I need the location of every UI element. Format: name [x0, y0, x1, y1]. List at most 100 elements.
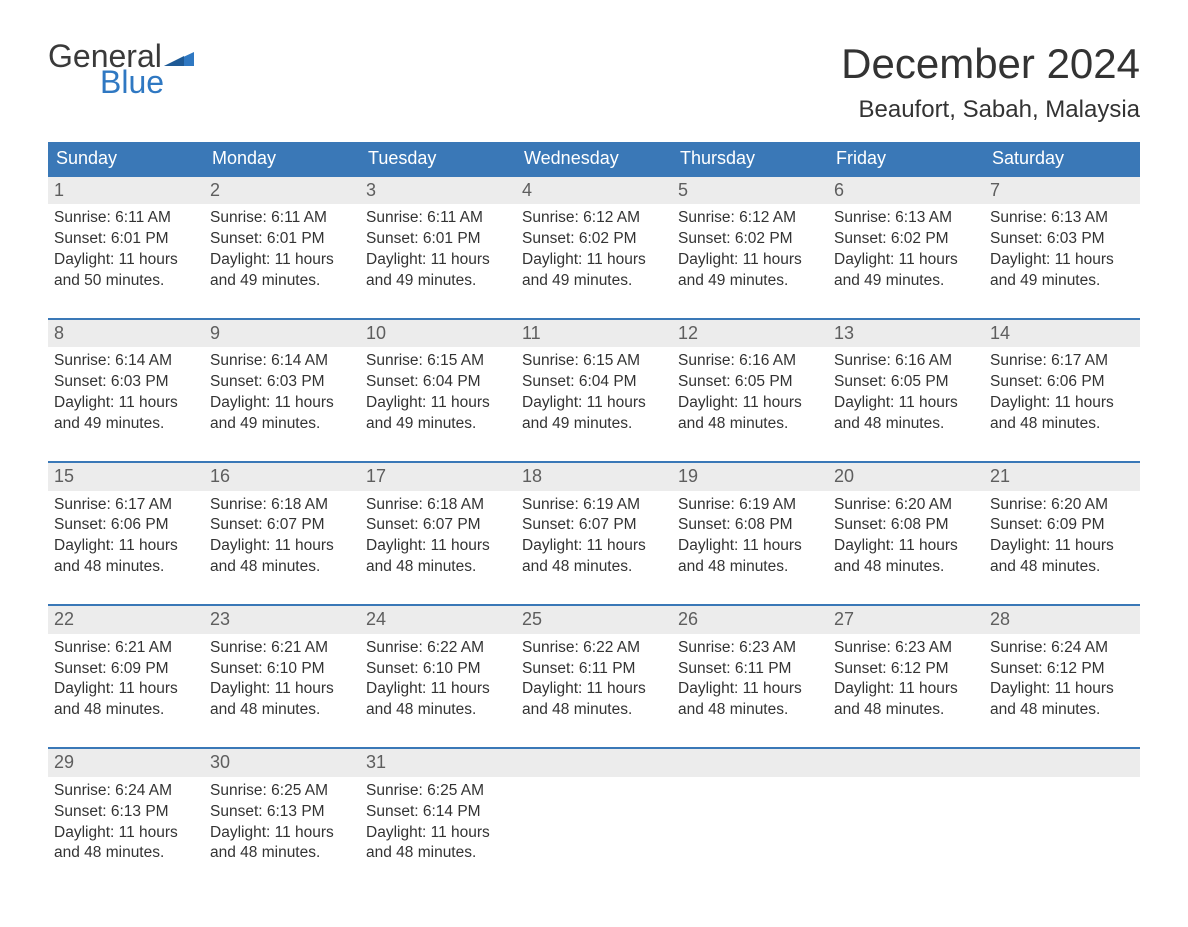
day-number: 2: [204, 177, 360, 204]
daylight-text-line1: Daylight: 11 hours: [678, 250, 822, 271]
flag-icon: [164, 46, 194, 66]
calendar-cell: 29Sunrise: 6:24 AMSunset: 6:13 PMDayligh…: [48, 748, 204, 886]
day-number: 9: [204, 320, 360, 347]
day-number: 4: [516, 177, 672, 204]
sunset-text: Sunset: 6:04 PM: [522, 372, 666, 393]
calendar-cell: 4Sunrise: 6:12 AMSunset: 6:02 PMDaylight…: [516, 176, 672, 319]
sunrise-text: Sunrise: 6:21 AM: [54, 638, 198, 659]
calendar-cell: 16Sunrise: 6:18 AMSunset: 6:07 PMDayligh…: [204, 462, 360, 605]
calendar-cell: [672, 748, 828, 886]
calendar-cell: 13Sunrise: 6:16 AMSunset: 6:05 PMDayligh…: [828, 319, 984, 462]
calendar-cell: [516, 748, 672, 886]
calendar-week-row: 8Sunrise: 6:14 AMSunset: 6:03 PMDaylight…: [48, 319, 1140, 462]
sunrise-text: Sunrise: 6:22 AM: [366, 638, 510, 659]
header: General Blue December 2024 Beaufort, Sab…: [48, 40, 1140, 124]
weekday-header: Saturday: [984, 142, 1140, 176]
weekday-header: Wednesday: [516, 142, 672, 176]
day-body: Sunrise: 6:11 AMSunset: 6:01 PMDaylight:…: [360, 204, 516, 318]
sunset-text: Sunset: 6:01 PM: [366, 229, 510, 250]
sunset-text: Sunset: 6:11 PM: [522, 659, 666, 680]
daylight-text-line2: and 48 minutes.: [54, 843, 198, 864]
daylight-text-line2: and 48 minutes.: [522, 557, 666, 578]
daylight-text-line1: Daylight: 11 hours: [522, 393, 666, 414]
sunset-text: Sunset: 6:02 PM: [678, 229, 822, 250]
daylight-text-line1: Daylight: 11 hours: [54, 393, 198, 414]
sunrise-text: Sunrise: 6:11 AM: [54, 208, 198, 229]
sunrise-text: Sunrise: 6:19 AM: [678, 495, 822, 516]
day-number: 27: [828, 606, 984, 633]
day-number: 13: [828, 320, 984, 347]
sunset-text: Sunset: 6:01 PM: [54, 229, 198, 250]
sunset-text: Sunset: 6:14 PM: [366, 802, 510, 823]
day-number: 17: [360, 463, 516, 490]
sunrise-text: Sunrise: 6:15 AM: [522, 351, 666, 372]
calendar-cell: 12Sunrise: 6:16 AMSunset: 6:05 PMDayligh…: [672, 319, 828, 462]
calendar-cell: 31Sunrise: 6:25 AMSunset: 6:14 PMDayligh…: [360, 748, 516, 886]
sunrise-text: Sunrise: 6:25 AM: [210, 781, 354, 802]
day-number: 29: [48, 749, 204, 776]
calendar-cell: 17Sunrise: 6:18 AMSunset: 6:07 PMDayligh…: [360, 462, 516, 605]
day-body-empty: [516, 777, 672, 887]
calendar-cell: [828, 748, 984, 886]
daylight-text-line2: and 48 minutes.: [678, 557, 822, 578]
day-body: Sunrise: 6:16 AMSunset: 6:05 PMDaylight:…: [828, 347, 984, 461]
day-number: 16: [204, 463, 360, 490]
daylight-text-line1: Daylight: 11 hours: [366, 823, 510, 844]
day-body: Sunrise: 6:13 AMSunset: 6:03 PMDaylight:…: [984, 204, 1140, 318]
calendar-cell: 23Sunrise: 6:21 AMSunset: 6:10 PMDayligh…: [204, 605, 360, 748]
daylight-text-line1: Daylight: 11 hours: [54, 823, 198, 844]
calendar-cell: 11Sunrise: 6:15 AMSunset: 6:04 PMDayligh…: [516, 319, 672, 462]
sunrise-text: Sunrise: 6:15 AM: [366, 351, 510, 372]
sunset-text: Sunset: 6:03 PM: [210, 372, 354, 393]
sunrise-text: Sunrise: 6:22 AM: [522, 638, 666, 659]
sunrise-text: Sunrise: 6:11 AM: [366, 208, 510, 229]
day-body: Sunrise: 6:22 AMSunset: 6:11 PMDaylight:…: [516, 634, 672, 748]
day-body: Sunrise: 6:19 AMSunset: 6:08 PMDaylight:…: [672, 491, 828, 605]
calendar-cell: 2Sunrise: 6:11 AMSunset: 6:01 PMDaylight…: [204, 176, 360, 319]
day-body: Sunrise: 6:16 AMSunset: 6:05 PMDaylight:…: [672, 347, 828, 461]
sunset-text: Sunset: 6:02 PM: [522, 229, 666, 250]
calendar-week-row: 22Sunrise: 6:21 AMSunset: 6:09 PMDayligh…: [48, 605, 1140, 748]
daylight-text-line1: Daylight: 11 hours: [678, 536, 822, 557]
daylight-text-line2: and 48 minutes.: [834, 414, 978, 435]
calendar-week-row: 15Sunrise: 6:17 AMSunset: 6:06 PMDayligh…: [48, 462, 1140, 605]
daylight-text-line2: and 49 minutes.: [522, 271, 666, 292]
calendar-cell: [984, 748, 1140, 886]
day-body: Sunrise: 6:17 AMSunset: 6:06 PMDaylight:…: [984, 347, 1140, 461]
calendar-cell: 3Sunrise: 6:11 AMSunset: 6:01 PMDaylight…: [360, 176, 516, 319]
daylight-text-line1: Daylight: 11 hours: [522, 250, 666, 271]
sunset-text: Sunset: 6:03 PM: [990, 229, 1134, 250]
sunrise-text: Sunrise: 6:25 AM: [366, 781, 510, 802]
calendar-cell: 21Sunrise: 6:20 AMSunset: 6:09 PMDayligh…: [984, 462, 1140, 605]
daylight-text-line1: Daylight: 11 hours: [210, 823, 354, 844]
sunset-text: Sunset: 6:06 PM: [990, 372, 1134, 393]
day-number-empty: [672, 749, 828, 776]
sunset-text: Sunset: 6:03 PM: [54, 372, 198, 393]
day-number: 20: [828, 463, 984, 490]
sunrise-text: Sunrise: 6:20 AM: [990, 495, 1134, 516]
day-body: Sunrise: 6:18 AMSunset: 6:07 PMDaylight:…: [360, 491, 516, 605]
daylight-text-line2: and 48 minutes.: [366, 843, 510, 864]
logo-text-blue: Blue: [100, 66, 194, 98]
daylight-text-line1: Daylight: 11 hours: [834, 679, 978, 700]
day-body: Sunrise: 6:25 AMSunset: 6:13 PMDaylight:…: [204, 777, 360, 887]
daylight-text-line2: and 48 minutes.: [678, 700, 822, 721]
day-number: 22: [48, 606, 204, 633]
sunset-text: Sunset: 6:13 PM: [210, 802, 354, 823]
sunrise-text: Sunrise: 6:17 AM: [990, 351, 1134, 372]
calendar-cell: 26Sunrise: 6:23 AMSunset: 6:11 PMDayligh…: [672, 605, 828, 748]
day-number: 26: [672, 606, 828, 633]
sunset-text: Sunset: 6:07 PM: [522, 515, 666, 536]
day-number-empty: [828, 749, 984, 776]
day-body: Sunrise: 6:15 AMSunset: 6:04 PMDaylight:…: [360, 347, 516, 461]
day-number: 6: [828, 177, 984, 204]
day-body: Sunrise: 6:24 AMSunset: 6:13 PMDaylight:…: [48, 777, 204, 887]
daylight-text-line2: and 48 minutes.: [54, 557, 198, 578]
daylight-text-line1: Daylight: 11 hours: [522, 679, 666, 700]
daylight-text-line2: and 48 minutes.: [834, 700, 978, 721]
sunrise-text: Sunrise: 6:14 AM: [210, 351, 354, 372]
day-number: 5: [672, 177, 828, 204]
calendar-cell: 18Sunrise: 6:19 AMSunset: 6:07 PMDayligh…: [516, 462, 672, 605]
sunrise-text: Sunrise: 6:19 AM: [522, 495, 666, 516]
calendar-week-row: 1Sunrise: 6:11 AMSunset: 6:01 PMDaylight…: [48, 176, 1140, 319]
